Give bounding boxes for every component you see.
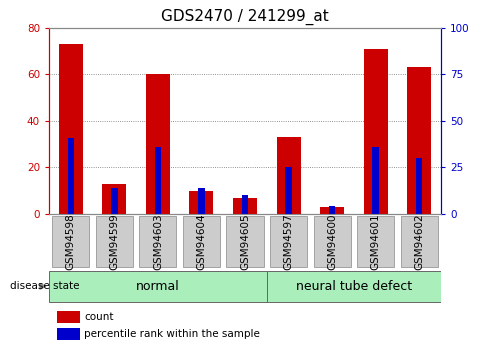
- FancyBboxPatch shape: [52, 216, 89, 267]
- FancyBboxPatch shape: [226, 216, 264, 267]
- Bar: [320, 207, 344, 214]
- FancyBboxPatch shape: [314, 216, 351, 267]
- Text: neural tube defect: neural tube defect: [296, 280, 412, 293]
- FancyBboxPatch shape: [183, 216, 220, 267]
- Text: normal: normal: [136, 280, 180, 293]
- Bar: [285, 167, 292, 214]
- Text: count: count: [84, 312, 114, 322]
- Bar: [146, 74, 170, 214]
- Text: GSM94604: GSM94604: [196, 213, 206, 270]
- Title: GDS2470 / 241299_at: GDS2470 / 241299_at: [161, 9, 329, 25]
- FancyBboxPatch shape: [49, 271, 267, 302]
- Bar: [364, 49, 388, 214]
- Bar: [57, 310, 80, 323]
- Text: GSM94603: GSM94603: [153, 213, 163, 270]
- Bar: [372, 147, 379, 214]
- Bar: [416, 158, 422, 214]
- Text: GSM94601: GSM94601: [370, 213, 381, 270]
- FancyBboxPatch shape: [267, 271, 441, 302]
- Bar: [233, 198, 257, 214]
- Text: GSM94598: GSM94598: [66, 213, 76, 270]
- Bar: [407, 67, 431, 214]
- Text: GSM94602: GSM94602: [414, 213, 424, 270]
- Text: percentile rank within the sample: percentile rank within the sample: [84, 329, 260, 339]
- Text: GSM94600: GSM94600: [327, 213, 337, 270]
- FancyBboxPatch shape: [139, 216, 176, 267]
- Text: GSM94599: GSM94599: [109, 213, 120, 270]
- Bar: [111, 188, 118, 214]
- Bar: [198, 188, 205, 214]
- FancyBboxPatch shape: [270, 216, 307, 267]
- Text: GSM94605: GSM94605: [240, 213, 250, 270]
- Bar: [68, 138, 74, 214]
- FancyBboxPatch shape: [96, 216, 133, 267]
- Bar: [57, 328, 80, 340]
- Text: GSM94597: GSM94597: [284, 213, 294, 270]
- Bar: [329, 206, 335, 214]
- Bar: [102, 184, 126, 214]
- Bar: [276, 137, 300, 214]
- Bar: [59, 44, 83, 214]
- FancyBboxPatch shape: [401, 216, 438, 267]
- Bar: [155, 147, 161, 214]
- Bar: [190, 190, 214, 214]
- Bar: [242, 195, 248, 214]
- FancyBboxPatch shape: [357, 216, 394, 267]
- Text: disease state: disease state: [10, 282, 79, 291]
